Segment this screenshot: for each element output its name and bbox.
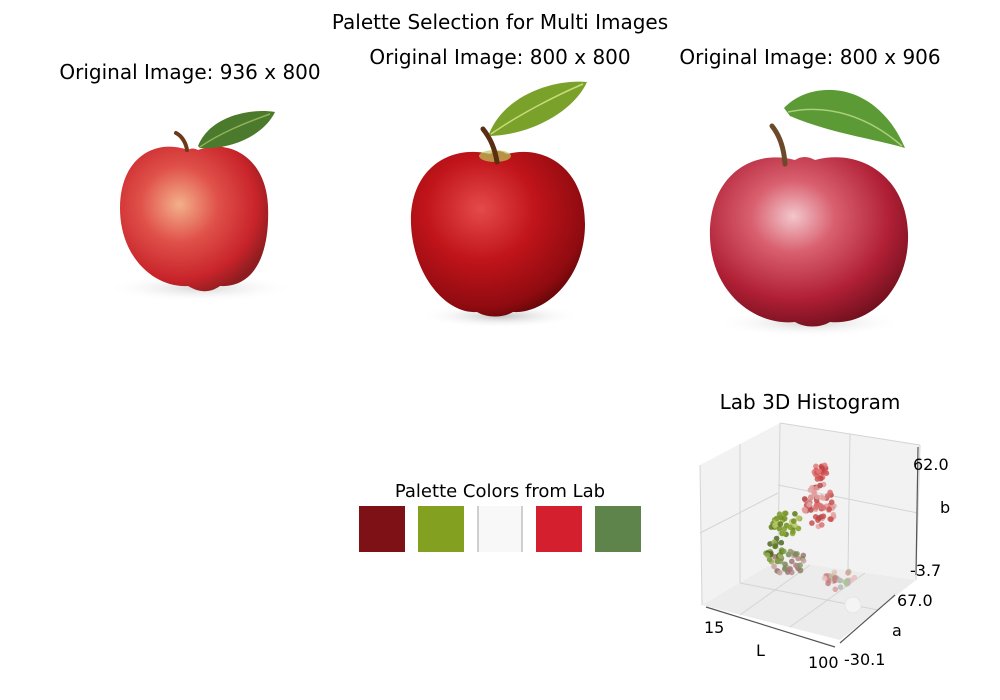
scatter-point <box>830 511 837 518</box>
z-axis-label: b <box>940 498 951 517</box>
scatter-point <box>831 569 838 576</box>
scatter-point <box>807 487 814 493</box>
pane-floor <box>702 560 916 640</box>
chart-title: Lab 3D Histogram <box>719 390 901 414</box>
scatter-point <box>813 504 819 510</box>
apple-image-3 <box>709 89 909 337</box>
scatter-point <box>820 505 827 511</box>
scatter-point <box>837 584 844 590</box>
scatter-point <box>809 520 815 526</box>
x-tick-min: 15 <box>704 618 725 637</box>
palette-swatch-5 <box>595 506 641 552</box>
scatter-point <box>782 566 788 572</box>
scatter-point <box>826 506 832 513</box>
scatter-point <box>820 513 827 519</box>
scatter-point <box>832 575 838 581</box>
scatter-point <box>792 522 798 529</box>
palette-swatch-4 <box>536 506 582 552</box>
scatter-point <box>801 496 808 502</box>
scatter-point <box>792 511 798 517</box>
image-3-title: Original Image: 800 x 906 <box>679 45 941 69</box>
scatter-point <box>828 516 834 523</box>
lab-3d-histogram <box>699 422 921 648</box>
scatter-point <box>821 575 828 582</box>
scatter-point <box>828 499 835 505</box>
scatter-point <box>816 515 822 521</box>
axes <box>705 446 919 648</box>
scatter-point <box>780 530 786 537</box>
scatter-point <box>778 539 785 546</box>
palette-swatch-3 <box>477 506 523 552</box>
scatter-point <box>776 525 783 532</box>
scatter-point <box>845 570 851 576</box>
scatter-point <box>777 569 783 576</box>
z-tick-max: 62.0 <box>913 455 949 474</box>
scatter-point <box>808 507 814 513</box>
scatter-point <box>781 526 788 532</box>
palette-swatch-1 <box>359 506 405 552</box>
scatter-point <box>793 562 799 569</box>
pane-back <box>700 423 920 605</box>
scatter-point <box>787 524 793 531</box>
scatter-point <box>832 586 839 593</box>
scatter-point <box>774 558 781 565</box>
y-axis-label: a <box>892 621 902 640</box>
scatter-point <box>764 552 771 558</box>
scatter-point <box>806 502 813 508</box>
scatter-point <box>813 463 819 470</box>
scatter-point <box>817 482 823 489</box>
palette-title: Palette Colors from Lab <box>394 481 606 502</box>
scatter-point <box>827 489 833 496</box>
apple-image-2 <box>410 81 587 328</box>
scatter-point <box>818 494 825 500</box>
scatter-point <box>781 548 787 555</box>
scatter-point <box>795 515 802 521</box>
apple-image-1 <box>105 111 295 302</box>
scatter-point <box>781 515 788 522</box>
scatter-point <box>819 522 825 528</box>
scatter-point <box>777 521 784 527</box>
scatter-point <box>787 566 793 572</box>
scatter-point <box>787 548 794 555</box>
scatter-point <box>816 468 822 474</box>
figure-title: Palette Selection for Multi Images <box>331 10 669 34</box>
scatter-point-white <box>844 596 862 614</box>
scatter-point <box>791 518 797 524</box>
scatter-point <box>782 561 788 568</box>
scatter-point <box>771 563 777 570</box>
scatter-point <box>823 470 830 476</box>
y-tick-min: -30.1 <box>844 650 886 669</box>
scatter-points <box>763 462 862 614</box>
scatter-point <box>795 525 802 532</box>
scatter-point <box>814 494 820 500</box>
z-tick-min: -3.7 <box>910 561 942 580</box>
scatter-point <box>797 562 803 568</box>
palette-swatch-2 <box>418 506 464 552</box>
scatter-point <box>774 515 780 522</box>
scatter-point <box>792 551 799 558</box>
y-tick-max: 67.0 <box>897 591 933 610</box>
scatter-point <box>800 558 807 564</box>
x-tick-max: 100 <box>808 653 839 672</box>
image-2-title: Original Image: 800 x 800 <box>369 45 631 69</box>
scatter-point <box>766 556 773 563</box>
scatter-point <box>782 510 788 517</box>
scatter-point <box>795 555 801 562</box>
scatter-point <box>789 558 795 565</box>
scatter-point <box>776 511 783 517</box>
scatter-point <box>772 543 779 549</box>
scatter-point <box>790 528 796 535</box>
scatter-point <box>801 506 808 513</box>
scatter-point <box>851 574 858 581</box>
x-axis-label: L <box>756 641 765 660</box>
scatter-point <box>842 579 849 585</box>
scatter-point <box>772 522 778 529</box>
image-1-title: Original Image: 936 x 800 <box>59 60 321 84</box>
scatter-point <box>807 494 814 500</box>
